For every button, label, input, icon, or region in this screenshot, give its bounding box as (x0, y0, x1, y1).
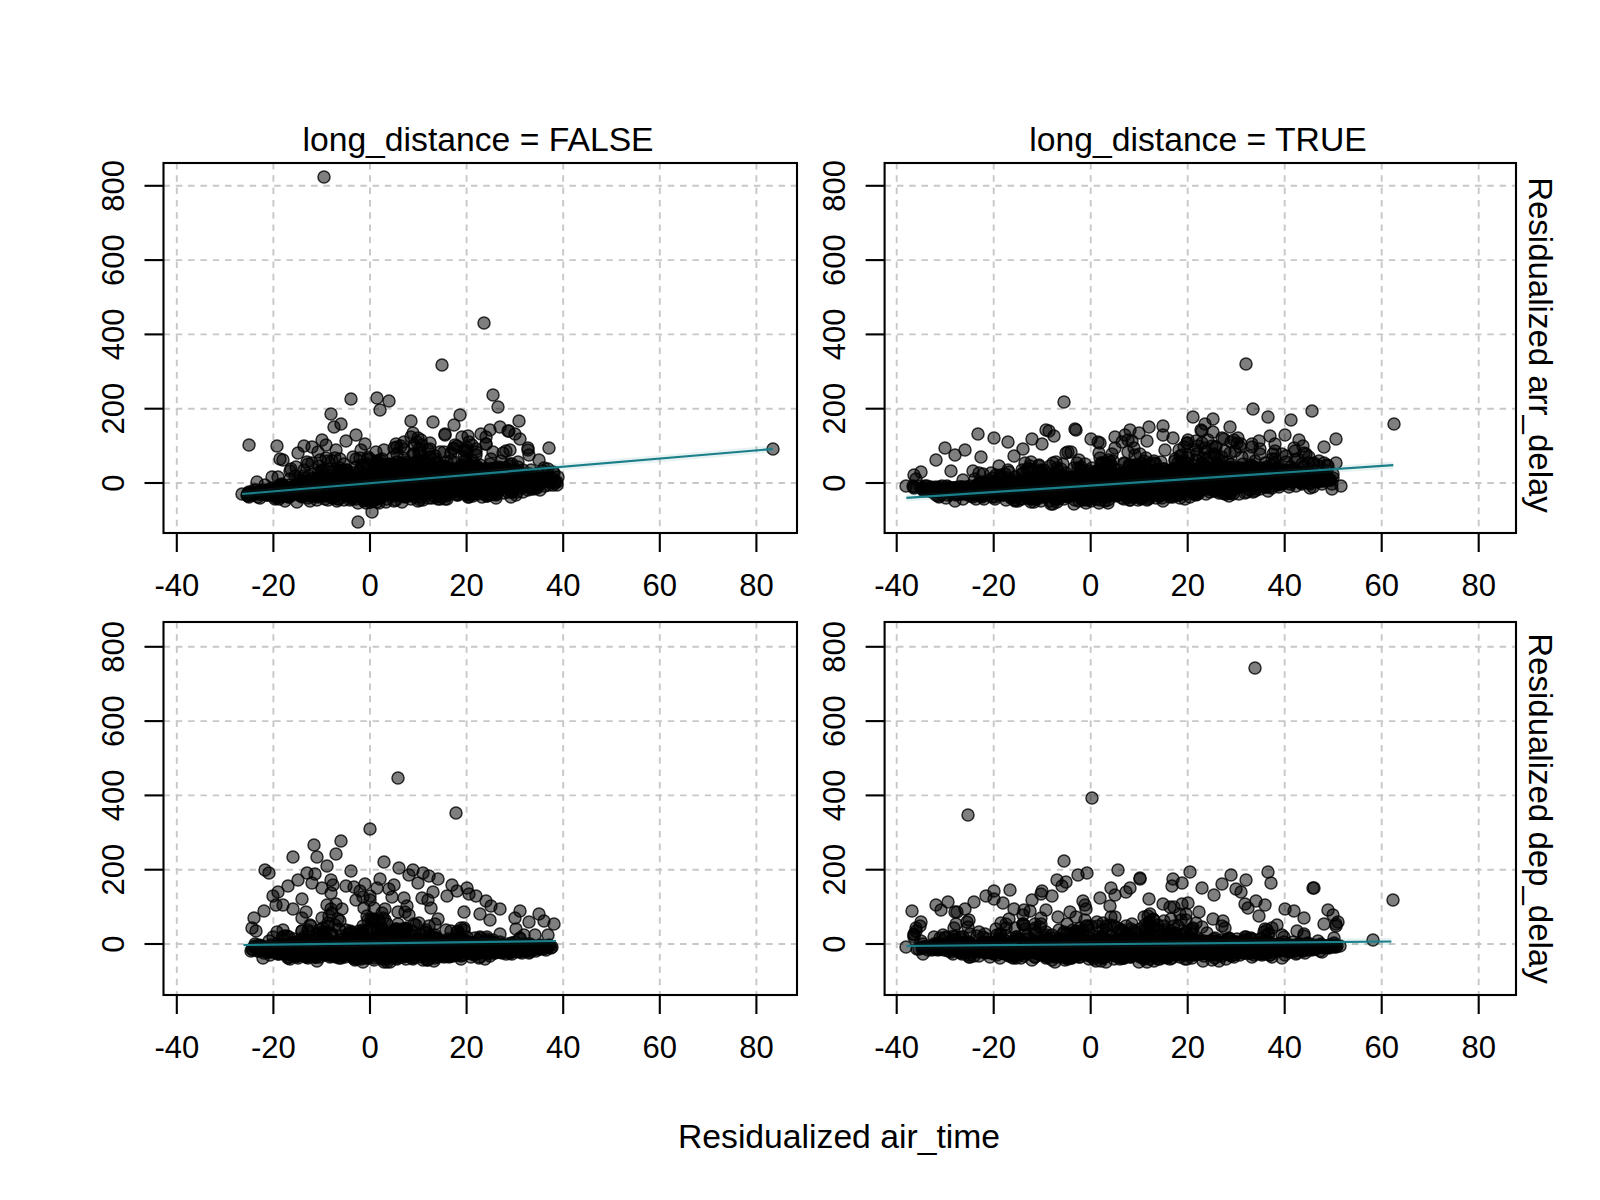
svg-text:600: 600 (817, 695, 852, 747)
svg-text:800: 800 (96, 160, 131, 212)
svg-text:800: 800 (96, 621, 131, 673)
svg-text:Residualized dep_delay: Residualized dep_delay (1522, 633, 1559, 984)
svg-text:80: 80 (1461, 568, 1495, 603)
svg-text:20: 20 (449, 1030, 483, 1065)
svg-text:0: 0 (817, 474, 852, 491)
svg-text:400: 400 (96, 309, 131, 361)
svg-text:0: 0 (96, 474, 131, 491)
svg-text:60: 60 (643, 1030, 677, 1065)
svg-text:0: 0 (1082, 568, 1099, 603)
svg-text:600: 600 (96, 234, 131, 286)
svg-text:60: 60 (643, 568, 677, 603)
svg-text:40: 40 (1267, 568, 1301, 603)
svg-text:400: 400 (817, 770, 852, 822)
svg-text:200: 200 (96, 383, 131, 435)
svg-text:20: 20 (1170, 568, 1204, 603)
svg-text:long_distance = FALSE: long_distance = FALSE (302, 120, 653, 158)
svg-text:0: 0 (96, 935, 131, 952)
svg-text:0: 0 (817, 935, 852, 952)
svg-text:0: 0 (1082, 1030, 1099, 1065)
svg-text:400: 400 (96, 770, 131, 822)
svg-text:-40: -40 (154, 568, 199, 603)
svg-text:Residualized arr_delay: Residualized arr_delay (1522, 177, 1559, 513)
svg-text:0: 0 (361, 1030, 378, 1065)
svg-text:200: 200 (817, 844, 852, 896)
svg-text:800: 800 (817, 160, 852, 212)
svg-text:-40: -40 (874, 568, 919, 603)
svg-text:600: 600 (817, 234, 852, 286)
svg-text:-40: -40 (874, 1030, 919, 1065)
svg-text:80: 80 (1461, 1030, 1495, 1065)
svg-text:-40: -40 (154, 1030, 199, 1065)
svg-text:80: 80 (739, 568, 773, 603)
svg-text:60: 60 (1364, 568, 1398, 603)
svg-text:-20: -20 (251, 1030, 296, 1065)
svg-text:0: 0 (361, 568, 378, 603)
svg-text:80: 80 (739, 1030, 773, 1065)
svg-text:20: 20 (449, 568, 483, 603)
svg-text:60: 60 (1364, 1030, 1398, 1065)
svg-text:200: 200 (96, 844, 131, 896)
svg-text:20: 20 (1170, 1030, 1204, 1065)
svg-text:-20: -20 (971, 568, 1016, 603)
svg-text:-20: -20 (251, 568, 296, 603)
svg-text:40: 40 (546, 1030, 580, 1065)
svg-text:400: 400 (817, 309, 852, 361)
svg-text:40: 40 (1267, 1030, 1301, 1065)
svg-text:long_distance = TRUE: long_distance = TRUE (1029, 120, 1366, 158)
svg-text:40: 40 (546, 568, 580, 603)
svg-text:Residualized air_time: Residualized air_time (678, 1117, 1000, 1155)
svg-text:200: 200 (817, 383, 852, 435)
svg-text:-20: -20 (971, 1030, 1016, 1065)
svg-text:600: 600 (96, 695, 131, 747)
svg-text:800: 800 (817, 621, 852, 673)
